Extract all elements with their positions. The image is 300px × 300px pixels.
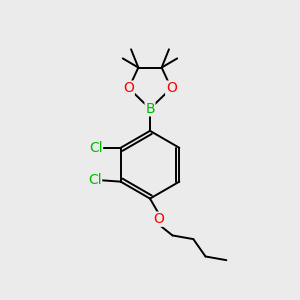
Text: B: B	[145, 102, 155, 116]
Text: O: O	[123, 81, 134, 95]
Text: O: O	[166, 81, 177, 95]
Text: Cl: Cl	[88, 173, 102, 187]
Text: Cl: Cl	[89, 141, 103, 155]
Text: O: O	[153, 212, 164, 226]
